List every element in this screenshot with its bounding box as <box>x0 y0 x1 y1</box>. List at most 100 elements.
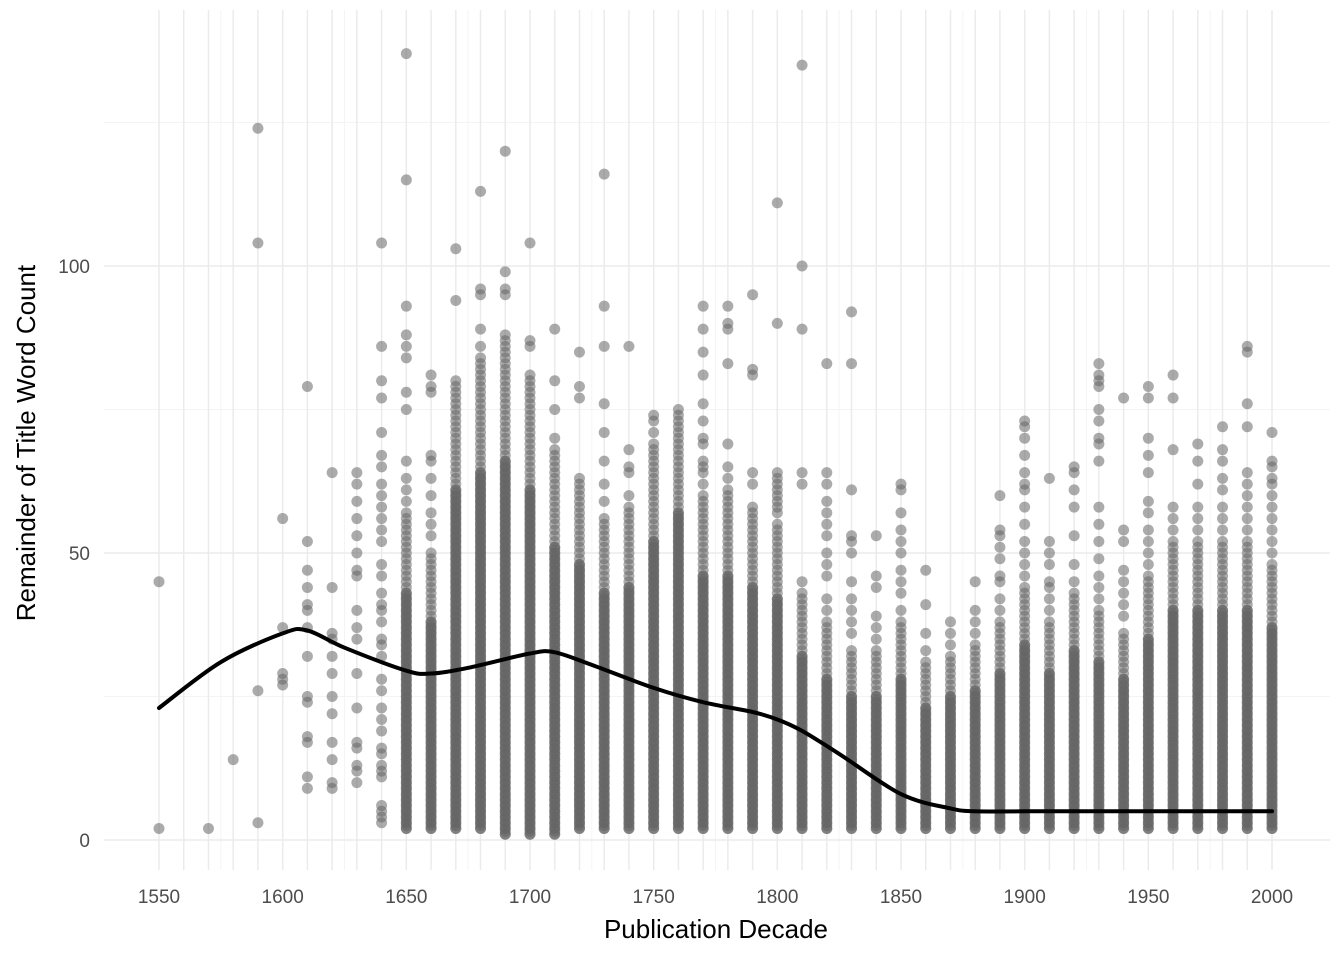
data-point <box>376 449 388 461</box>
data-point <box>573 558 585 570</box>
data-point <box>450 375 462 387</box>
data-point <box>969 604 981 616</box>
data-point <box>648 438 660 450</box>
data-point <box>376 800 388 812</box>
data-point <box>821 530 833 542</box>
data-point <box>846 616 858 628</box>
data-point <box>1019 432 1031 444</box>
data-point <box>425 472 437 484</box>
data-point <box>1019 570 1031 582</box>
data-point <box>623 461 635 473</box>
data-point <box>598 495 610 507</box>
data-point <box>376 713 388 725</box>
data-point <box>376 599 388 611</box>
data-point <box>252 122 264 134</box>
data-points <box>153 48 1278 840</box>
data-point <box>1118 576 1130 588</box>
data-point <box>1093 415 1105 427</box>
data-point <box>1142 432 1154 444</box>
data-point <box>351 633 363 645</box>
data-point <box>252 817 264 829</box>
data-point <box>648 426 660 438</box>
data-point <box>376 685 388 697</box>
data-point <box>672 404 684 415</box>
data-point <box>1019 639 1031 651</box>
data-point <box>697 415 709 427</box>
data-point <box>821 507 833 519</box>
data-point <box>376 501 388 513</box>
data-point <box>1217 524 1229 536</box>
data-point <box>1142 507 1154 519</box>
data-point <box>376 725 388 737</box>
data-point <box>1093 553 1105 565</box>
data-point <box>376 673 388 685</box>
data-point <box>326 754 338 766</box>
data-point <box>1068 461 1080 473</box>
data-point <box>697 346 709 358</box>
data-point <box>697 398 709 410</box>
data-point <box>400 300 412 312</box>
data-point <box>326 668 338 680</box>
data-point <box>697 570 709 582</box>
data-point <box>351 759 363 771</box>
data-point <box>969 576 981 588</box>
data-point <box>895 673 907 685</box>
data-point <box>920 645 932 657</box>
data-point <box>1068 530 1080 542</box>
data-point <box>697 490 709 502</box>
data-point <box>425 369 437 381</box>
data-point <box>1093 581 1105 593</box>
data-point <box>623 340 635 352</box>
data-point <box>598 168 610 180</box>
data-point <box>549 404 561 415</box>
data-point <box>747 363 759 375</box>
data-point <box>573 381 585 393</box>
data-point <box>1118 536 1130 548</box>
data-point <box>1217 501 1229 513</box>
data-point <box>376 587 388 599</box>
data-point <box>1142 633 1154 645</box>
data-point <box>1167 501 1179 513</box>
data-point <box>846 627 858 639</box>
data-point <box>499 283 511 295</box>
data-point <box>376 633 388 645</box>
data-point <box>400 404 412 415</box>
data-point <box>1019 536 1031 548</box>
data-point <box>1241 398 1253 410</box>
data-point <box>376 742 388 754</box>
data-point <box>326 581 338 593</box>
data-point <box>796 467 808 479</box>
data-point <box>1019 467 1031 479</box>
data-point <box>1241 490 1253 502</box>
data-point <box>376 558 388 570</box>
data-point <box>475 323 487 335</box>
data-point <box>796 323 808 335</box>
data-point <box>697 455 709 467</box>
data-point <box>301 581 313 593</box>
data-point <box>920 627 932 639</box>
data-point <box>400 484 412 496</box>
data-point <box>846 306 858 318</box>
data-point <box>1043 536 1055 548</box>
data-point <box>1142 536 1154 548</box>
data-point <box>1093 604 1105 616</box>
data-point <box>722 317 734 329</box>
data-point <box>450 484 462 496</box>
data-point <box>301 731 313 743</box>
data-point <box>376 536 388 548</box>
data-point <box>1019 581 1031 593</box>
data-point <box>1068 501 1080 513</box>
data-point <box>425 616 437 628</box>
data-point <box>1241 467 1253 479</box>
data-point <box>722 484 734 496</box>
data-point <box>400 352 412 364</box>
data-point <box>821 616 833 628</box>
data-point <box>326 467 338 479</box>
data-point <box>697 300 709 312</box>
data-point <box>722 472 734 484</box>
data-point <box>1093 501 1105 513</box>
data-point <box>549 323 561 335</box>
data-point <box>351 604 363 616</box>
data-point <box>202 823 214 835</box>
